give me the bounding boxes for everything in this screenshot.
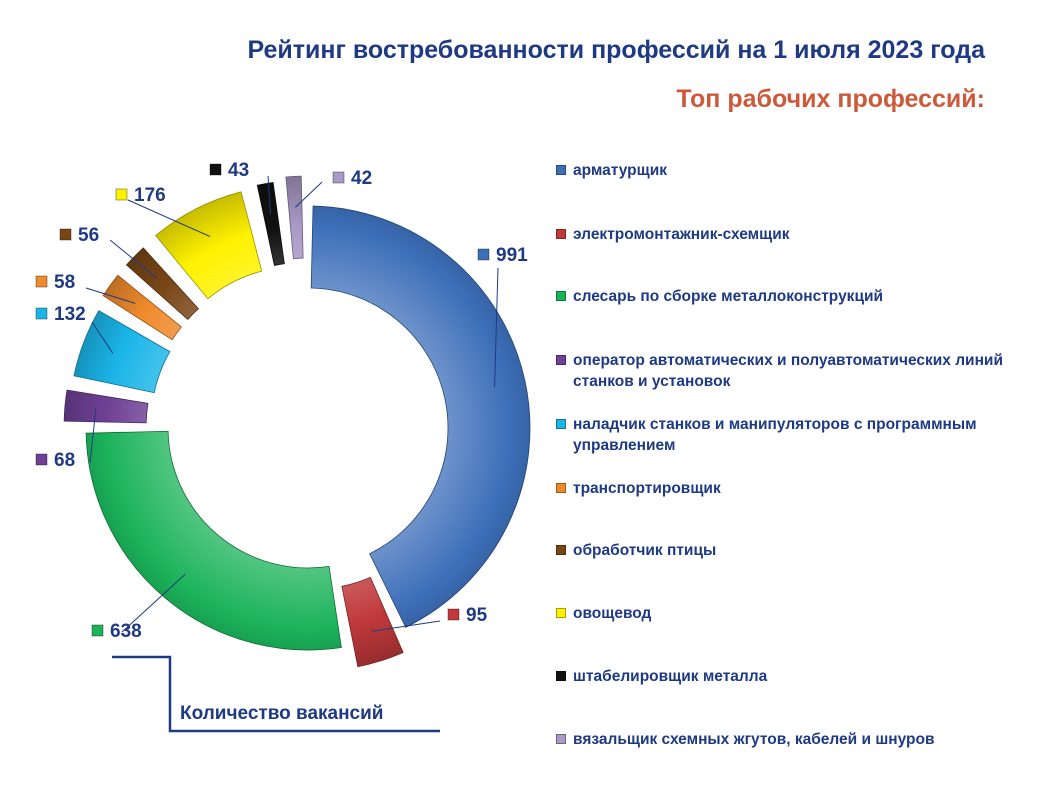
leader-line-9 [294,181,323,208]
legend-item: арматурщик [556,160,1026,181]
legend-item: обработчик птицы [556,540,1026,561]
value-label-swatch-7 [115,188,128,201]
legend-swatch [556,229,566,239]
leader-line-2 [121,573,186,633]
leaders-layer [85,175,499,633]
leader-line-0 [494,267,499,387]
slices-layer [63,175,531,668]
leader-line-7 [127,199,211,238]
slice-8 [256,182,285,266]
value-label-3: 68 [54,450,75,471]
slice-3 [63,389,149,424]
value-label-swatch-0 [477,248,490,261]
leader-line-6 [109,239,158,279]
value-label-8: 43 [228,160,249,181]
value-label-swatch-6 [59,228,72,241]
value-label-swatch-8 [209,163,222,176]
slice-1 [341,576,404,668]
legend-swatch [556,671,566,681]
legend-swatch [556,165,566,175]
leader-line-1 [371,620,441,632]
value-label-1: 95 [466,605,488,626]
legend-item: электромонтажник-схемщик [556,224,1026,245]
legend-swatch [556,291,566,301]
value-label-7: 176 [134,185,166,206]
value-label-swatch-3 [35,453,48,466]
chart-subtitle: Топ рабочих профессий: [676,85,985,113]
legend-label: штабелировщик металла [573,668,768,685]
value-label-swatch-5 [35,275,48,288]
value-label-6: 56 [78,225,99,246]
legend-label: оператор автоматических и полуавтоматиче… [573,352,1003,390]
legend-label: транспортировщик [573,480,721,497]
legend-item: оператор автоматических и полуавтоматиче… [556,350,1026,392]
value-label-swatch-4 [35,307,48,320]
legend-swatch [556,545,566,555]
caption-bracket [112,655,440,733]
legend-swatch [556,734,566,744]
value-label-0: 991 [496,245,528,266]
slice-2 [85,430,342,651]
slice-6 [125,247,199,321]
slice-7 [155,191,263,300]
legend-item: овощевод [556,603,1026,624]
legend-swatch [556,419,566,429]
legend-item: транспортировщик [556,478,1026,499]
slice-9 [285,175,304,260]
value-label-2: 638 [110,621,142,642]
value-label-5: 58 [54,272,75,293]
value-label-swatch-2 [91,624,104,637]
legend-label: наладчик станков и манипуляторов с прогр… [573,416,977,454]
legend-label: слесарь по сборке металлоконструкций [573,288,884,305]
slice-5 [102,274,183,341]
legend-swatch [556,355,566,365]
legend-item: вязальщик схемных жгутов, кабелей и шнур… [556,729,1026,750]
value-label-9: 42 [351,168,372,189]
legend-label: арматурщик [573,162,667,179]
legend-label: вязальщик схемных жгутов, кабелей и шнур… [573,731,935,748]
legend-label: обработчик птицы [573,542,717,559]
value-label-4: 132 [54,304,86,325]
leader-line-5 [85,287,136,304]
labels-layer: 991 95 638 68 132 58 56 176 43 42 [35,160,528,642]
legend-item: слесарь по сборке металлоконструкций [556,286,1026,307]
legend-swatch [556,608,566,618]
slice-0 [310,205,531,628]
axis-caption: Количество вакансий [180,703,384,724]
legend-label: электромонтажник-схемщик [573,226,790,243]
chart-title: Рейтинг востребованности профессий на 1 … [247,36,985,64]
legend-label: овощевод [573,605,652,622]
leader-line-4 [91,321,114,354]
value-label-swatch-9 [332,171,345,184]
value-label-swatch-1 [447,608,460,621]
legend-swatch [556,483,566,493]
legend-item: штабелировщик металла [556,666,1026,687]
leader-line-3 [89,408,97,464]
legend-item: наладчик станков и манипуляторов с прогр… [556,414,1026,456]
leader-line-8 [267,175,272,215]
